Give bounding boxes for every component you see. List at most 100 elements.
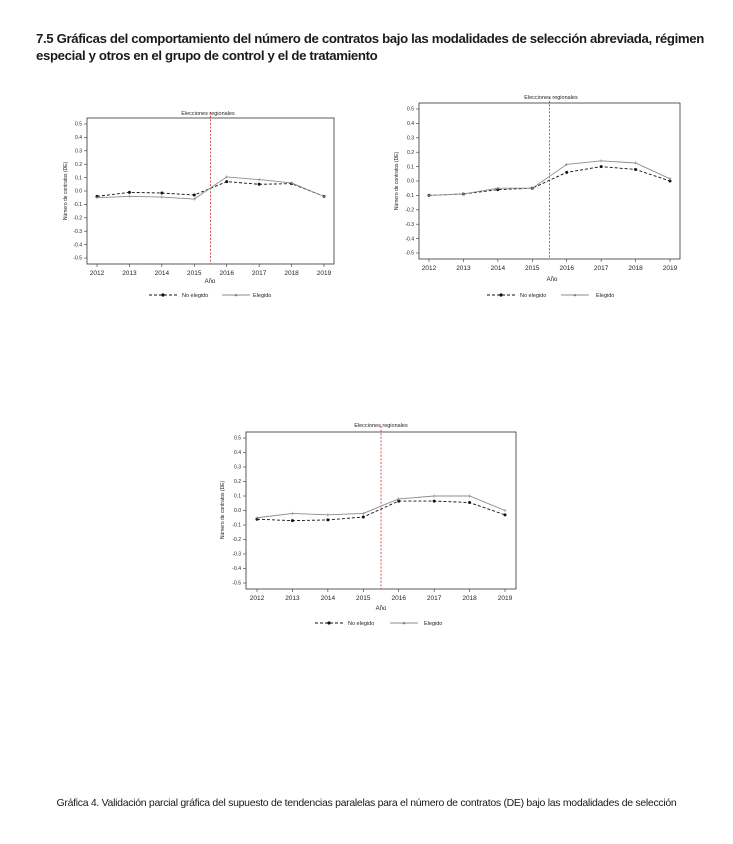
series-line	[256, 495, 506, 519]
y-tick-label: 0.0	[75, 189, 82, 195]
x-tick-label: 2018	[284, 270, 299, 277]
x-tick-label: 2017	[594, 265, 609, 272]
data-point	[634, 167, 638, 171]
data-point	[192, 193, 196, 197]
data-point	[127, 190, 131, 194]
data-point	[160, 195, 164, 199]
data-point	[95, 196, 99, 200]
x-tick-label: 2019	[498, 595, 513, 602]
legend-no-elegido-marker	[327, 621, 331, 625]
data-point	[361, 511, 365, 515]
x-tick-label: 2015	[187, 270, 202, 277]
data-point	[225, 175, 229, 179]
chart-top-right: Elecciones regionales Número de contrato…	[394, 95, 681, 299]
y-tick-label: -0.5	[405, 251, 414, 257]
y-axis-label: Número de contratos (DE)	[63, 161, 69, 220]
x-tick-label: 2012	[90, 270, 105, 277]
section-heading: 7.5 Gráficas del comportamiento del núme…	[36, 30, 704, 64]
data-point	[461, 192, 466, 196]
x-tick-label: 2016	[391, 595, 406, 602]
section-heading-line-2: especial y otros en el grupo de control …	[36, 48, 378, 63]
data-point	[160, 191, 164, 195]
y-tick-label: 0.0	[234, 508, 241, 514]
y-axis-label: Número de contratos (DE)	[220, 480, 226, 539]
data-point	[290, 511, 295, 515]
x-tick-label: 2014	[491, 265, 506, 272]
figure-caption: Gráfica 4. Validación parcial gráfica de…	[56, 797, 677, 809]
legend-no-elegido-label: No elegido	[348, 621, 374, 627]
data-point	[530, 186, 534, 190]
data-point	[289, 181, 294, 185]
series-elegido	[95, 175, 326, 201]
y-axis: 0.5 0.4 0.3 0.2 0.1 0.0 -0.1 -0.2 -0.3 -0.4 -0.5	[232, 436, 246, 587]
y-tick-label: -0.4	[73, 242, 82, 248]
series-line	[96, 176, 325, 200]
legend-elegido-marker: +	[402, 621, 405, 627]
x-tick-label: 2015	[525, 265, 540, 272]
y-tick-label: 0.5	[75, 122, 82, 128]
x-axis-label: Año	[205, 279, 216, 285]
chart-title: Elecciones regionales	[524, 95, 578, 101]
legend-elegido-marker: +	[573, 293, 576, 299]
y-tick-label: -0.1	[73, 202, 82, 208]
x-tick-label: 2013	[285, 595, 300, 602]
legend: No elegido + Elegido	[149, 293, 271, 299]
x-tick-label: 2012	[250, 595, 265, 602]
legend-elegido-label: Elegido	[253, 293, 271, 299]
y-tick-label: 0.2	[407, 150, 414, 156]
legend-no-elegido-marker	[499, 293, 503, 297]
y-tick-label: 0.5	[407, 107, 414, 113]
y-tick-label: -0.4	[405, 236, 414, 242]
x-axis: 2012 2013 2014 2015 2016 2017 2018 2019	[90, 264, 332, 277]
series-line	[256, 500, 506, 522]
y-tick-label: 0.4	[75, 135, 82, 141]
data-point	[432, 494, 436, 498]
data-point	[432, 499, 436, 503]
x-tick-label: 2017	[427, 595, 442, 602]
y-tick-label: 0.3	[407, 136, 414, 142]
data-point	[633, 161, 638, 165]
data-point	[565, 170, 569, 174]
data-point	[397, 499, 401, 503]
chart-title: Elecciones regionales	[181, 111, 235, 117]
data-point	[468, 501, 472, 505]
x-tick-label: 2018	[628, 265, 643, 272]
y-tick-label: -0.3	[73, 229, 82, 235]
legend: No elegido + Elegido	[487, 293, 614, 299]
section-heading-line-1: 7.5 Gráficas del comportamiento del núme…	[36, 31, 704, 46]
y-tick-label: 0.0	[407, 179, 414, 185]
y-tick-label: 0.3	[75, 149, 82, 155]
data-point	[503, 508, 507, 513]
data-point	[668, 177, 672, 181]
y-tick-label: 0.5	[234, 436, 241, 442]
x-axis-label: Año	[547, 277, 558, 283]
y-tick-label: -0.2	[405, 208, 414, 214]
y-tick-label: -0.5	[232, 581, 241, 587]
data-point	[127, 194, 132, 198]
data-point	[257, 178, 261, 182]
x-axis: 2012 2013 2014 2015 2016 2017 2018 2019	[422, 259, 678, 272]
y-tick-label: -0.4	[232, 566, 241, 572]
x-tick-label: 2016	[219, 270, 234, 277]
y-tick-label: 0.3	[234, 465, 241, 471]
legend-elegido-marker: +	[234, 293, 237, 299]
data-point	[565, 162, 569, 167]
series-no-elegido	[255, 499, 507, 523]
y-axis-label: Número de contratos (DE)	[394, 151, 400, 210]
series-elegido	[255, 494, 507, 520]
data-point	[361, 515, 365, 519]
x-tick-label: 2016	[559, 265, 574, 272]
data-point	[467, 494, 472, 498]
y-tick-label: 0.1	[234, 494, 241, 500]
legend-no-elegido-label: No elegido	[520, 293, 546, 299]
y-tick-label: 0.1	[407, 164, 414, 170]
data-point	[192, 197, 196, 201]
x-tick-label: 2013	[122, 270, 137, 277]
chart-top-left: Elecciones regionales Número de contrato…	[63, 111, 335, 299]
chart-bottom-center: Elecciones regionales Número de contrato…	[220, 423, 517, 627]
x-tick-label: 2014	[321, 595, 336, 602]
series-elegido	[427, 159, 672, 197]
x-tick-label: 2013	[456, 265, 471, 272]
data-point	[326, 518, 330, 522]
data-point	[322, 194, 326, 198]
